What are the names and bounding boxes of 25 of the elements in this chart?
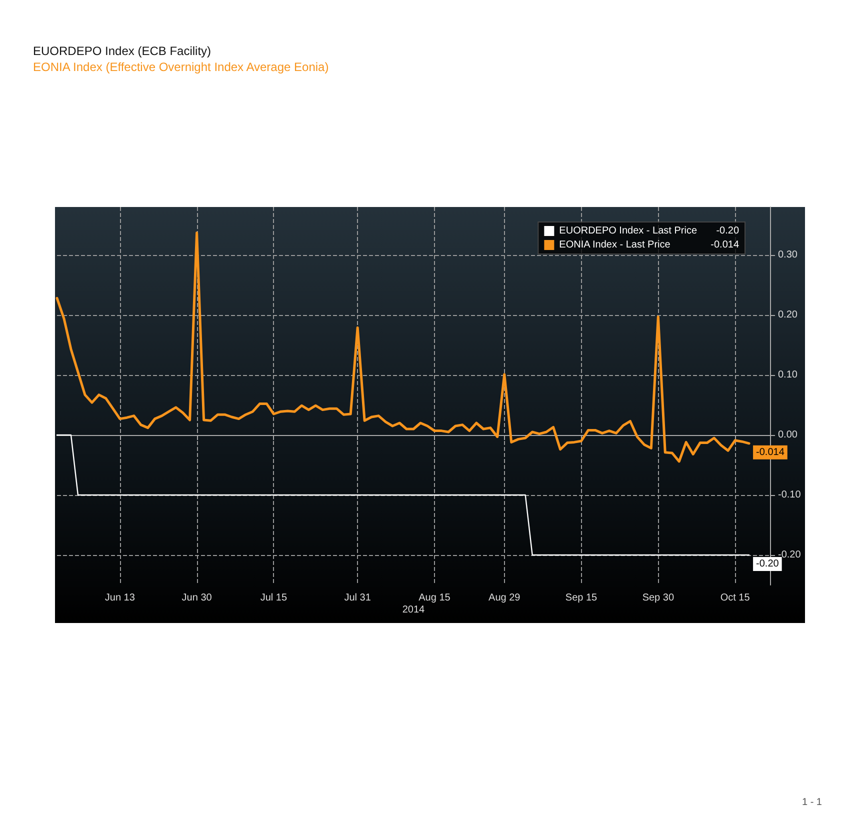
text: -0.20 — [716, 226, 740, 236]
x-tick-label: Jul 15 — [260, 592, 288, 604]
text: -0.014 — [710, 240, 740, 250]
data-label: -0.20 — [756, 558, 780, 570]
x-tick-label: Aug 15 — [418, 592, 451, 604]
y-tick-label: -0.20 — [778, 550, 802, 560]
x-tick-label: Jun 30 — [182, 592, 212, 604]
data-label: -0.014 — [756, 446, 785, 458]
y-tick-label: 0.20 — [778, 310, 798, 320]
x-tick-label: Sep 15 — [565, 592, 598, 604]
x-axis-title: 2014 — [402, 604, 426, 616]
chart-title: EUORDEPO Index (ECB Facility) — [33, 44, 212, 58]
y-tick-label: 0.00 — [778, 430, 798, 440]
legend-label: EUORDEPO Index - Last Price — [559, 226, 698, 236]
y-tick-label: 0.30 — [778, 250, 798, 260]
y-tick-label: -0.10 — [778, 490, 802, 500]
chart-subtitle: EONIA Index (Effective Overnight Index Average Eonia) — [33, 60, 329, 74]
x-tick-label: Sep 30 — [642, 592, 674, 604]
text: 1 - 1 — [802, 797, 822, 808]
y-tick-label: 0.10 — [778, 370, 798, 380]
x-tick-label: Aug 29 — [488, 592, 521, 604]
x-tick-label: Jun 13 — [104, 592, 136, 604]
x-tick-label: Jul 31 — [344, 592, 372, 604]
legend-label: EONIA Index - Last Price — [559, 240, 671, 250]
x-tick-label: Oct 15 — [720, 592, 750, 604]
